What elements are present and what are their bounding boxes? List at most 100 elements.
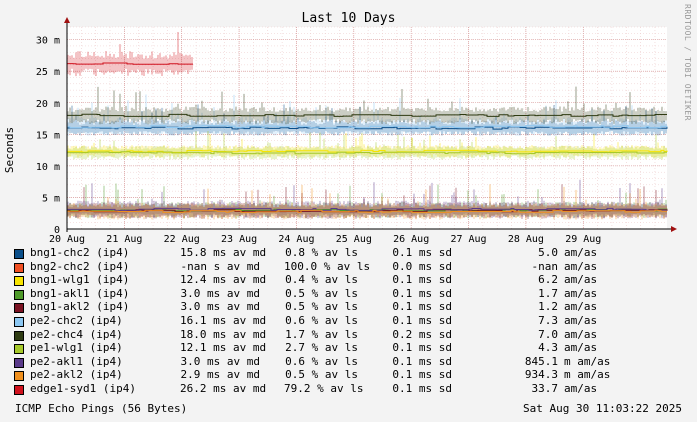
y-tick-label: 25 m — [36, 67, 60, 78]
legend-series-name: pe2-akl2 (ip4) — [30, 368, 123, 382]
x-tick-label: 23 Aug — [221, 234, 257, 245]
legend-avg: 3.0 ms av md — [180, 300, 260, 314]
legend-step: 4.3 — [538, 341, 558, 355]
x-tick-label: 22 Aug — [164, 234, 200, 245]
y-tick-label: 30 m — [36, 36, 60, 47]
legend-series-name: edge1-syd1 (ip4) — [30, 381, 136, 395]
median-line-10 — [67, 62, 193, 65]
legend-sd: 0.1 ms sd — [392, 354, 452, 368]
legend-avg: 18.0 ms av md — [180, 327, 267, 341]
legend-loss: 0.5 % av ls — [285, 286, 358, 300]
legend-avg: 26.2 ms av md — [180, 381, 267, 395]
legend-swatch — [14, 344, 24, 355]
legend-series-name: pe2-chc4 (ip4) — [30, 327, 123, 341]
legend-series-name: bng1-wlg1 (ip4) — [30, 273, 130, 287]
legend-loss: 0.6 % av ls — [285, 354, 358, 368]
legend-avg: 15.8 ms av md — [180, 246, 267, 259]
legend-avg: -nan s av md — [180, 259, 260, 273]
legend-loss: 2.7 % av ls — [285, 341, 358, 355]
legend-step: 1.2 — [538, 300, 558, 314]
legend-avg: 12.1 ms av md — [180, 341, 267, 355]
legend-avg: 12.4 ms av md — [180, 273, 267, 287]
legend-loss: 1.7 % av ls — [285, 327, 358, 341]
x-tick-label: 28 Aug — [508, 234, 544, 245]
legend-swatch — [14, 357, 24, 368]
legend-sd: 0.1 ms sd — [392, 300, 452, 314]
median-line-5 — [67, 125, 668, 129]
legend-step-unit: m am/as — [564, 368, 611, 382]
footer-timestamp: Sat Aug 30 11:03:22 2025 — [523, 402, 682, 415]
legend-step: 7.3 — [538, 313, 558, 327]
median-line-6 — [67, 113, 667, 117]
legend-step-unit: am/as — [564, 300, 598, 314]
legend-sd: 0.0 ms sd — [392, 259, 452, 273]
x-tick-label: 27 Aug — [450, 234, 486, 245]
legend-series-name: bng1-akl2 (ip4) — [30, 300, 130, 314]
legend-series-name: bng1-chc2 (ip4) — [30, 246, 130, 259]
legend-sd: 0.1 ms sd — [392, 246, 452, 259]
x-axis-arrow — [671, 226, 677, 232]
legend-swatch — [14, 330, 24, 341]
y-axis-arrow — [64, 17, 70, 23]
legend-step: 934.3 — [524, 368, 558, 382]
median-line-9 — [67, 209, 667, 213]
legend-step: 5.0 — [538, 246, 558, 259]
legend-avg: 2.9 ms av md — [180, 368, 260, 382]
legend-step-unit: am/as — [564, 273, 598, 287]
x-tick-label: 21 Aug — [106, 234, 142, 245]
legend-step-unit: am/as — [564, 381, 598, 395]
y-tick-label: 0 — [54, 225, 60, 236]
legend-step: 1.7 — [538, 286, 558, 300]
legend-swatch — [14, 249, 24, 259]
legend-loss: 0.8 % av ls — [285, 246, 358, 259]
legend-loss: 0.4 % av ls — [285, 273, 358, 287]
legend-swatch — [14, 276, 24, 287]
legend-swatch — [14, 289, 24, 300]
legend-series-name: bng2-chc2 (ip4) — [30, 259, 130, 273]
y-tick-label: 5 m — [42, 193, 60, 204]
legend-series-name: pe2-akl1 (ip4) — [30, 354, 123, 368]
legend-series-name: bng1-akl1 (ip4) — [30, 286, 130, 300]
legend-sd: 0.1 ms sd — [392, 368, 452, 382]
x-tick-label: 25 Aug — [336, 234, 372, 245]
legend-avg: 16.1 ms av md — [180, 313, 267, 327]
legend-avg: 3.0 ms av md — [180, 354, 260, 368]
legend-loss: 0.5 % av ls — [285, 300, 358, 314]
legend-sd: 0.1 ms sd — [392, 273, 452, 287]
legend-loss: 0.6 % av ls — [285, 313, 358, 327]
legend-sd: 0.1 ms sd — [392, 286, 452, 300]
legend-step: 6.2 — [538, 273, 558, 287]
legend-step-unit: am/as — [564, 313, 598, 327]
legend-sd: 0.1 ms sd — [392, 313, 452, 327]
legend-step-unit: m am/as — [564, 354, 611, 368]
legend-sd: 0.1 ms sd — [392, 381, 452, 395]
x-tick-label: 20 Aug — [49, 234, 85, 245]
legend-swatch — [14, 262, 24, 273]
legend-swatch — [14, 384, 24, 395]
legend-step: 845.1 — [524, 354, 558, 368]
legend-swatch — [14, 316, 24, 327]
legend-step-unit: am/as — [564, 341, 598, 355]
legend-step-unit: am/as — [564, 286, 598, 300]
y-tick-label: 10 m — [36, 162, 60, 173]
y-tick-label: 15 m — [36, 130, 60, 141]
plot-area: 0 5 m 10 m 15 m 20 m 25 m 30 m 20 Aug 21 Aug 22 A… — [36, 17, 677, 245]
legend-series-name: pe2-chc2 (ip4) — [30, 313, 123, 327]
x-tick-label: 26 Aug — [393, 234, 429, 245]
x-tick-label: 29 Aug — [565, 234, 601, 245]
x-tick-label: 24 Aug — [278, 234, 314, 245]
legend-swatch — [14, 303, 24, 314]
legend-step-unit: am/as — [564, 327, 598, 341]
chart-title: Last 10 Days — [301, 11, 396, 26]
legend-series-name: pe1-wlg1 (ip4) — [30, 341, 123, 355]
legend-step-unit: am/as — [564, 246, 598, 259]
vendor-label: RRDTOOL / TOBI OETIKER — [683, 4, 692, 121]
legend-step-unit: am/as — [564, 259, 598, 273]
legend-loss: 79.2 % av ls — [284, 381, 364, 395]
legend-sd: 0.1 ms sd — [392, 341, 452, 355]
median-line-7 — [67, 151, 667, 155]
legend-swatch — [14, 371, 24, 382]
legend-sd: 0.2 ms sd — [392, 327, 452, 341]
footer-probe: ICMP Echo Pings (56 Bytes) — [15, 402, 188, 415]
